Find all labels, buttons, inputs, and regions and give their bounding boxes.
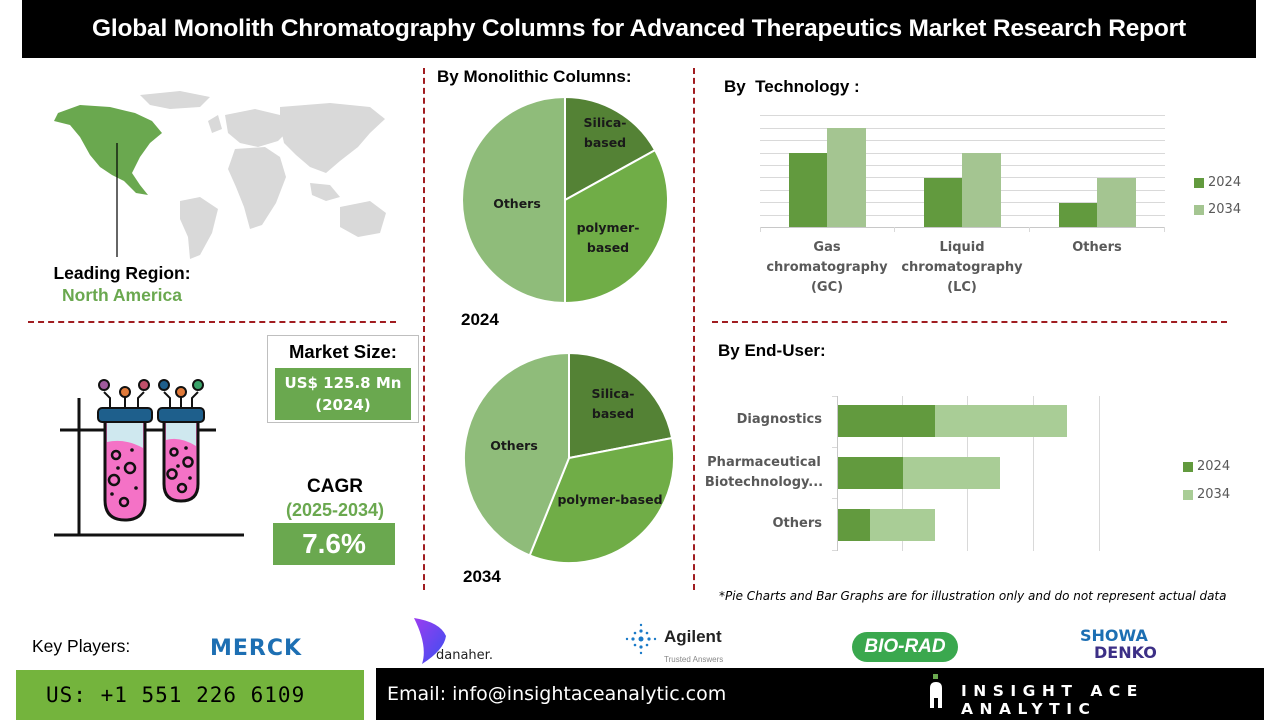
cagr-period: (2025-2034) (285, 500, 385, 520)
insight-ace-logo-icon (930, 674, 942, 708)
eu-category-pharma: Pharmaceutical Biotechnology... (704, 455, 824, 490)
tech-lc-2034-bar (962, 153, 1001, 227)
market-size-card: Market Size: US$ 125.8 Mn (2024) (267, 335, 419, 423)
market-size-amount: US$ 125.8 Mn (284, 374, 402, 392)
agilent-logo: Agilent Trusted Answers (620, 619, 730, 667)
pie2024-silica-label: Silica-based (583, 115, 627, 150)
tech-others-2024-bar (1059, 203, 1097, 227)
pie2034-silica-label: Silica-based (591, 386, 635, 421)
pie-chart-2034 (462, 352, 675, 565)
leading-region-value: North America (62, 285, 182, 305)
divider-horizontal-left (28, 321, 396, 323)
eu-legend-2024: 2024 (1183, 459, 1230, 474)
divider-vertical-left (423, 68, 425, 590)
pie2034-year: 2034 (463, 567, 501, 586)
eu-diagnostics-2034-bar (935, 405, 1067, 437)
merck-logo: MERCK (210, 636, 303, 661)
pie2034-others-label: Others (490, 438, 538, 453)
key-players-label: Key Players: (32, 636, 131, 656)
monolithic-section-title: By Monolithic Columns: (437, 67, 632, 86)
eu-others-2024-bar (838, 509, 870, 541)
tech-category-lc: Liquid chromatography (LC) (901, 240, 1023, 295)
tech-legend-2034: 2034 (1194, 202, 1241, 217)
footer-bar: Email: info@insightaceanalytic.com INSIG… (376, 668, 1264, 720)
eu-category-diagnostics: Diagnostics (736, 412, 822, 427)
pie2034-polymer-label: polymer-based (557, 492, 663, 507)
eu-pharma-2034-bar (903, 457, 1000, 489)
divider-vertical-right (693, 68, 695, 590)
biorad-logo: BIO-RAD (852, 632, 958, 662)
tech-category-gc: Gas chromatography (GC) (766, 240, 888, 295)
report-title: Global Monolith Chromatography Columns f… (22, 0, 1256, 58)
market-size-year: (2024) (315, 396, 371, 414)
end-user-section-title: By End-User: (718, 341, 826, 360)
eu-diagnostics-2024-bar (838, 405, 935, 437)
email-contact[interactable]: Email: info@insightaceanalytic.com (387, 683, 727, 705)
agilent-spark-icon (625, 623, 657, 655)
phone-contact[interactable]: US: +1 551 226 6109 (16, 670, 364, 720)
world-map-icon (54, 91, 386, 259)
pie2024-year: 2024 (461, 310, 499, 329)
pie2024-others-label: Others (493, 196, 541, 211)
pie-chart-2024 (461, 95, 669, 305)
tech-gc-2024-bar (789, 153, 827, 227)
eu-category-others: Others (772, 516, 823, 531)
danaher-logo: danaher. (410, 616, 510, 666)
disclaimer-note: *Pie Charts and Bar Graphs are for illus… (719, 589, 1227, 603)
danaher-swoosh-icon (414, 618, 446, 664)
divider-horizontal-right (712, 321, 1227, 323)
market-size-title: Market Size: (289, 341, 397, 362)
test-tubes-icon (54, 379, 244, 537)
tech-lc-2024-bar (924, 178, 962, 227)
showa-denko-logo: SHOWA DENKO (1080, 626, 1157, 662)
tech-category-others: Others (1072, 240, 1122, 255)
tech-legend-2024: 2024 (1194, 175, 1241, 190)
eu-pharma-2024-bar (838, 457, 903, 489)
eu-legend-2034: 2034 (1183, 487, 1230, 502)
technology-section-title: By Technology : (724, 77, 860, 96)
north-america-highlight (54, 105, 162, 195)
market-size-value: US$ 125.8 Mn (2024) (275, 368, 411, 420)
tech-others-2034-bar (1097, 178, 1136, 227)
leading-region-label: Leading Region: (53, 263, 191, 283)
cagr-title: CAGR (307, 476, 363, 497)
cagr-value: 7.6% (273, 523, 395, 565)
phone-number[interactable]: US: +1 551 226 6109 (46, 683, 306, 707)
tech-gc-2034-bar (827, 128, 866, 227)
brand-name: INSIGHT ACE ANALYTIC (961, 682, 1144, 718)
pie2024-polymer-label: polymer-based (576, 220, 640, 255)
eu-others-2034-bar (870, 509, 935, 541)
